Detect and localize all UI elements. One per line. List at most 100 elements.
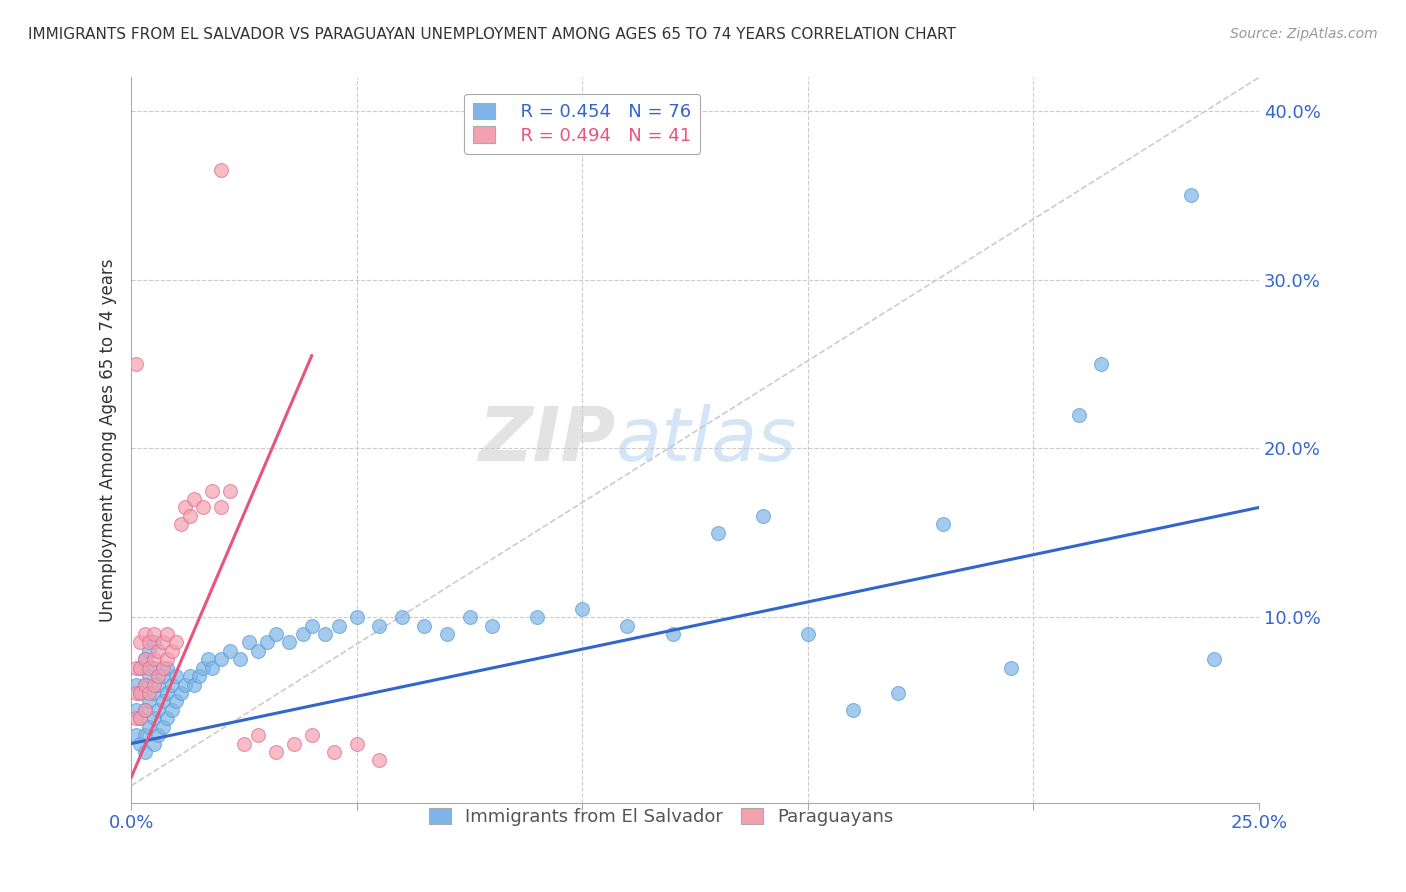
Point	[256, 635, 278, 649]
Point	[283, 737, 305, 751]
Point	[301, 728, 323, 742]
Point	[152, 694, 174, 708]
Point	[246, 644, 269, 658]
Point	[148, 728, 170, 742]
Point	[278, 635, 301, 649]
Point	[134, 677, 156, 691]
Point	[165, 694, 187, 708]
Point	[616, 618, 638, 632]
Point	[129, 686, 152, 700]
Point	[156, 652, 179, 666]
Point	[170, 686, 193, 700]
Point	[160, 644, 183, 658]
Point	[142, 677, 165, 691]
Point	[138, 669, 160, 683]
Point	[142, 627, 165, 641]
Point	[125, 357, 148, 371]
Point	[156, 627, 179, 641]
Point	[129, 711, 152, 725]
Point	[138, 720, 160, 734]
Point	[152, 635, 174, 649]
Point	[661, 627, 683, 641]
Point	[183, 677, 205, 691]
Point	[328, 618, 350, 632]
Point	[134, 728, 156, 742]
Point	[129, 711, 152, 725]
Point	[152, 720, 174, 734]
Point	[481, 618, 503, 632]
Point	[391, 610, 413, 624]
Point	[797, 627, 820, 641]
Point	[264, 745, 287, 759]
Point	[148, 644, 170, 658]
Point	[219, 644, 242, 658]
Point	[125, 728, 148, 742]
Point	[458, 610, 481, 624]
Point	[211, 652, 233, 666]
Text: Source: ZipAtlas.com: Source: ZipAtlas.com	[1230, 27, 1378, 41]
Point	[142, 737, 165, 751]
Point	[211, 500, 233, 515]
Point	[142, 661, 165, 675]
Point	[129, 635, 152, 649]
Point	[179, 669, 201, 683]
Text: IMMIGRANTS FROM EL SALVADOR VS PARAGUAYAN UNEMPLOYMENT AMONG AGES 65 TO 74 YEARS: IMMIGRANTS FROM EL SALVADOR VS PARAGUAYA…	[28, 27, 956, 42]
Point	[413, 618, 436, 632]
Point	[193, 661, 215, 675]
Point	[160, 677, 183, 691]
Point	[152, 669, 174, 683]
Point	[142, 686, 165, 700]
Point	[134, 652, 156, 666]
Point	[238, 635, 260, 649]
Point	[183, 491, 205, 506]
Point	[264, 627, 287, 641]
Point	[706, 525, 728, 540]
Point	[368, 618, 391, 632]
Point	[134, 703, 156, 717]
Point	[211, 163, 233, 178]
Point	[1067, 408, 1090, 422]
Point	[752, 508, 775, 523]
Point	[436, 627, 458, 641]
Point	[179, 508, 201, 523]
Point	[1202, 652, 1225, 666]
Point	[138, 661, 160, 675]
Point	[148, 677, 170, 691]
Point	[138, 694, 160, 708]
Point	[233, 737, 256, 751]
Point	[842, 703, 865, 717]
Point	[129, 737, 152, 751]
Point	[125, 686, 148, 700]
Point	[134, 677, 156, 691]
Point	[314, 627, 336, 641]
Point	[138, 644, 160, 658]
Point	[526, 610, 548, 624]
Point	[138, 686, 160, 700]
Point	[246, 728, 269, 742]
Point	[1180, 188, 1202, 202]
Point	[887, 686, 910, 700]
Point	[368, 754, 391, 768]
Point	[138, 635, 160, 649]
Point	[148, 669, 170, 683]
Point	[142, 711, 165, 725]
Point	[142, 652, 165, 666]
Point	[228, 652, 250, 666]
Point	[142, 635, 165, 649]
Point	[201, 483, 224, 498]
Point	[134, 652, 156, 666]
Point	[201, 661, 224, 675]
Point	[174, 500, 197, 515]
Point	[571, 601, 593, 615]
Point	[156, 661, 179, 675]
Point	[152, 661, 174, 675]
Point	[129, 661, 152, 675]
Point	[156, 711, 179, 725]
Point	[125, 703, 148, 717]
Point	[170, 517, 193, 532]
Legend: Immigrants from El Salvador, Paraguayans: Immigrants from El Salvador, Paraguayans	[422, 801, 901, 833]
Point	[148, 703, 170, 717]
Text: ZIP: ZIP	[479, 403, 616, 476]
Point	[323, 745, 346, 759]
Point	[932, 517, 955, 532]
